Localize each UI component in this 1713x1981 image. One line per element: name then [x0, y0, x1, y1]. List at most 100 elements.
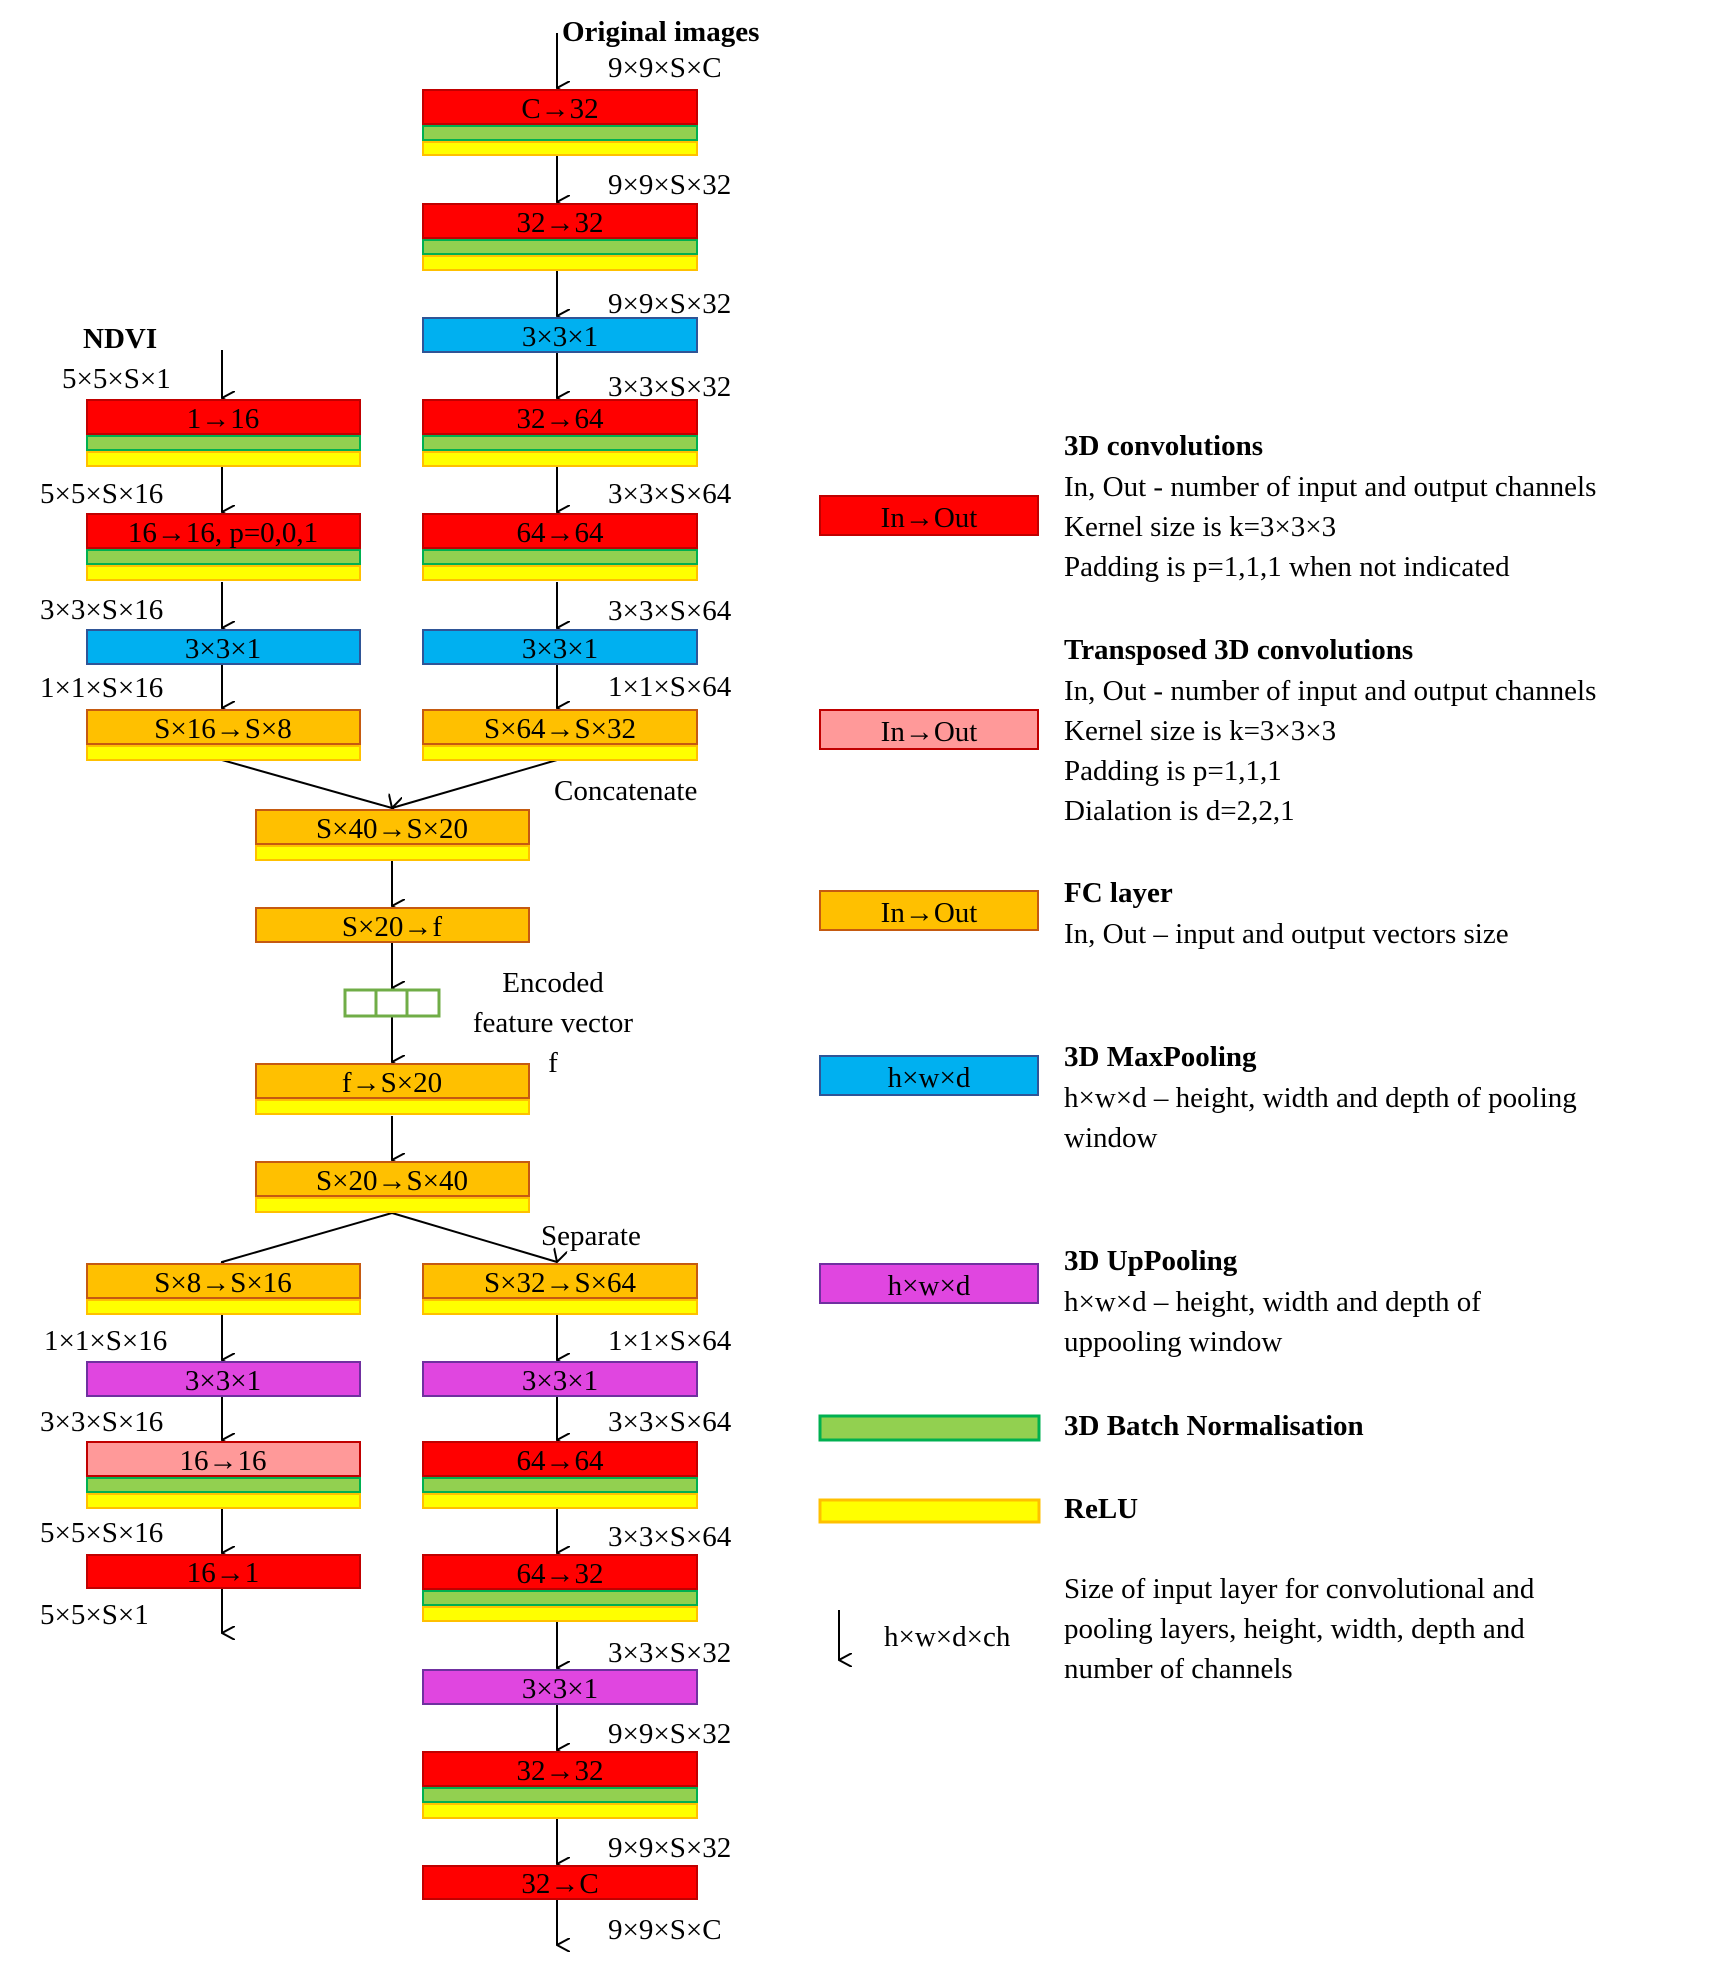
conv-block-c-to-32-label: C→32: [521, 93, 598, 125]
conv-block-32-to-32: [422, 203, 698, 239]
relu-bar: [86, 745, 361, 761]
relu-bar: [422, 1299, 698, 1315]
legend-maxpool-title: 3D MaxPooling: [1064, 1041, 1257, 1073]
legend-size-desc: pooling layers, height, width, depth and: [1064, 1613, 1525, 1645]
fc-block-s40-to-s20-label: S×40→S×20: [316, 813, 468, 845]
size-label: 3×3×S×64: [608, 478, 732, 510]
legend: In→Out 3D convolutions In, Out - number …: [818, 430, 1596, 1685]
separate-line-left: [222, 1212, 393, 1262]
relu-bar: [422, 255, 698, 271]
conv-block-32-to-64-label: 32→64: [517, 403, 605, 435]
legend-tconv-swatch: [819, 709, 1039, 750]
relu-bar: [422, 745, 698, 761]
conv-block-32-to-c: [422, 1865, 698, 1900]
size-label: 9×9×S×C: [608, 52, 722, 84]
conv-block-64-to-64: [422, 1441, 698, 1477]
size-label: 3×3×S×64: [608, 595, 732, 627]
conv-block-32-to-32: [422, 1751, 698, 1787]
concat-line-left: [221, 759, 392, 808]
fc-block-s32-to-s64: [422, 1263, 698, 1299]
legend-tconv-title: Transposed 3D convolutions: [1064, 634, 1413, 666]
size-label: 1×1×S×16: [44, 1325, 167, 1357]
conv-block-16-to-1-label: 16→1: [187, 1557, 260, 1589]
legend-batchnorm-swatch: [818, 1414, 1041, 1442]
relu-bar: [422, 1803, 698, 1819]
size-label: 5×5×S×16: [40, 1517, 163, 1549]
fc-block-s32-to-s64-label: S×32→S×64: [484, 1267, 636, 1299]
connectors: [222, 33, 839, 1945]
encoded-vector-cell: [405, 988, 441, 1018]
legend-fc-desc: In, Out – input and output vectors size: [1064, 918, 1509, 950]
uppool-block-label: 3×3×1: [522, 1673, 598, 1705]
uppool-block: [86, 1361, 361, 1397]
conv-block-32-to-c-label: 32→C: [521, 1868, 598, 1900]
legend-maxpool-desc: window: [1064, 1122, 1158, 1154]
encoded-vector-cell: [343, 988, 378, 1018]
fc-block-s20-to-s40: [255, 1161, 530, 1197]
batchnorm-bar: [422, 125, 698, 141]
legend-conv-title: 3D convolutions: [1064, 430, 1263, 462]
conv-block-64-to-64: [422, 513, 698, 549]
size-label: 3×3×S×16: [40, 594, 163, 626]
legend-tconv-desc: Padding is p=1,1,1: [1064, 755, 1282, 787]
concat-line-right: [392, 759, 558, 808]
legend-tconv-desc: Kernel size is k=3×3×3: [1064, 715, 1336, 747]
conv-block-16-to-16-padding-label: 16→16, p=0,0,1: [128, 517, 318, 549]
conv-block-16-to-16-padding: [86, 513, 361, 549]
batchnorm-bar: [422, 239, 698, 255]
size-label: 9×9×S×32: [608, 1718, 731, 1750]
size-label: 1×1×S×16: [40, 672, 163, 704]
fc-block-s16-to-s8-label: S×16→S×8: [154, 713, 291, 745]
relu-bar: [422, 451, 698, 467]
legend-size-arrow-label: h×w×d×ch: [884, 1621, 1011, 1653]
size-label: 3×3×S×64: [608, 1521, 732, 1553]
tconv-block-16-to-16-label: 16→16: [180, 1445, 267, 1477]
relu-bar: [86, 451, 361, 467]
size-label: 5×5×S×1: [40, 1599, 149, 1631]
legend-maxpool-desc: h×w×d – height, width and depth of pooli…: [1064, 1082, 1577, 1114]
maxpool-block: [422, 317, 698, 353]
fc-block-s16-to-s8: [86, 709, 361, 745]
conv-block-1-to-16: [86, 399, 361, 435]
original-images-header: Original images: [562, 16, 759, 48]
fc-block-s20-to-f-label: S×20→f: [342, 911, 442, 943]
uppool-block-label: 3×3×1: [185, 1365, 261, 1397]
legend-maxpool-swatch-label: h×w×d: [888, 1062, 971, 1094]
size-label: 3×3×S×64: [608, 1406, 732, 1438]
size-label: 5×5×S×16: [40, 478, 163, 510]
legend-uppool-swatch-label: h×w×d: [888, 1270, 971, 1302]
conv-block-16-to-1: [86, 1554, 361, 1589]
legend-tconv-swatch-label: In→Out: [881, 716, 978, 748]
relu-bar: [86, 1493, 361, 1509]
fc-block-s20-to-f: [255, 907, 530, 943]
feature-vector-symbol: f: [548, 1047, 558, 1079]
size-label: 3×3×S×32: [608, 371, 731, 403]
uppool-block: [422, 1669, 698, 1705]
batchnorm-bar: [422, 435, 698, 451]
conv-block-64-to-32: [422, 1554, 698, 1590]
legend-uppool-desc: uppooling window: [1064, 1326, 1282, 1358]
encoded-label: Encoded: [502, 967, 604, 999]
size-label: 3×3×S×16: [40, 1406, 163, 1438]
legend-batchnorm-title: 3D Batch Normalisation: [1064, 1410, 1364, 1442]
conv-block-c-to-32: [422, 89, 698, 125]
legend-fc-swatch-label: In→Out: [881, 897, 978, 929]
relu-bar: [422, 565, 698, 581]
size-label: 5×5×S×1: [62, 363, 171, 395]
batchnorm-bar: [86, 549, 361, 565]
legend-conv-swatch-label: In→Out: [881, 502, 978, 534]
legend-tconv-desc: In, Out - number of input and output cha…: [1064, 675, 1596, 707]
batchnorm-bar: [422, 1787, 698, 1803]
batchnorm-bar: [422, 549, 698, 565]
fc-block-s8-to-s16-label: S×8→S×16: [154, 1267, 291, 1299]
size-label: 9×9×S×32: [608, 288, 731, 320]
batchnorm-bar: [86, 435, 361, 451]
fc-block-s8-to-s16: [86, 1263, 361, 1299]
maxpool-block: [422, 629, 698, 665]
batchnorm-bar: [422, 1477, 698, 1493]
feature-vector-label: feature vector: [473, 1007, 634, 1039]
legend-fc-swatch: [819, 890, 1039, 931]
maxpool-block-label: 3×3×1: [185, 633, 261, 665]
encoded-vector-cell: [374, 988, 409, 1018]
